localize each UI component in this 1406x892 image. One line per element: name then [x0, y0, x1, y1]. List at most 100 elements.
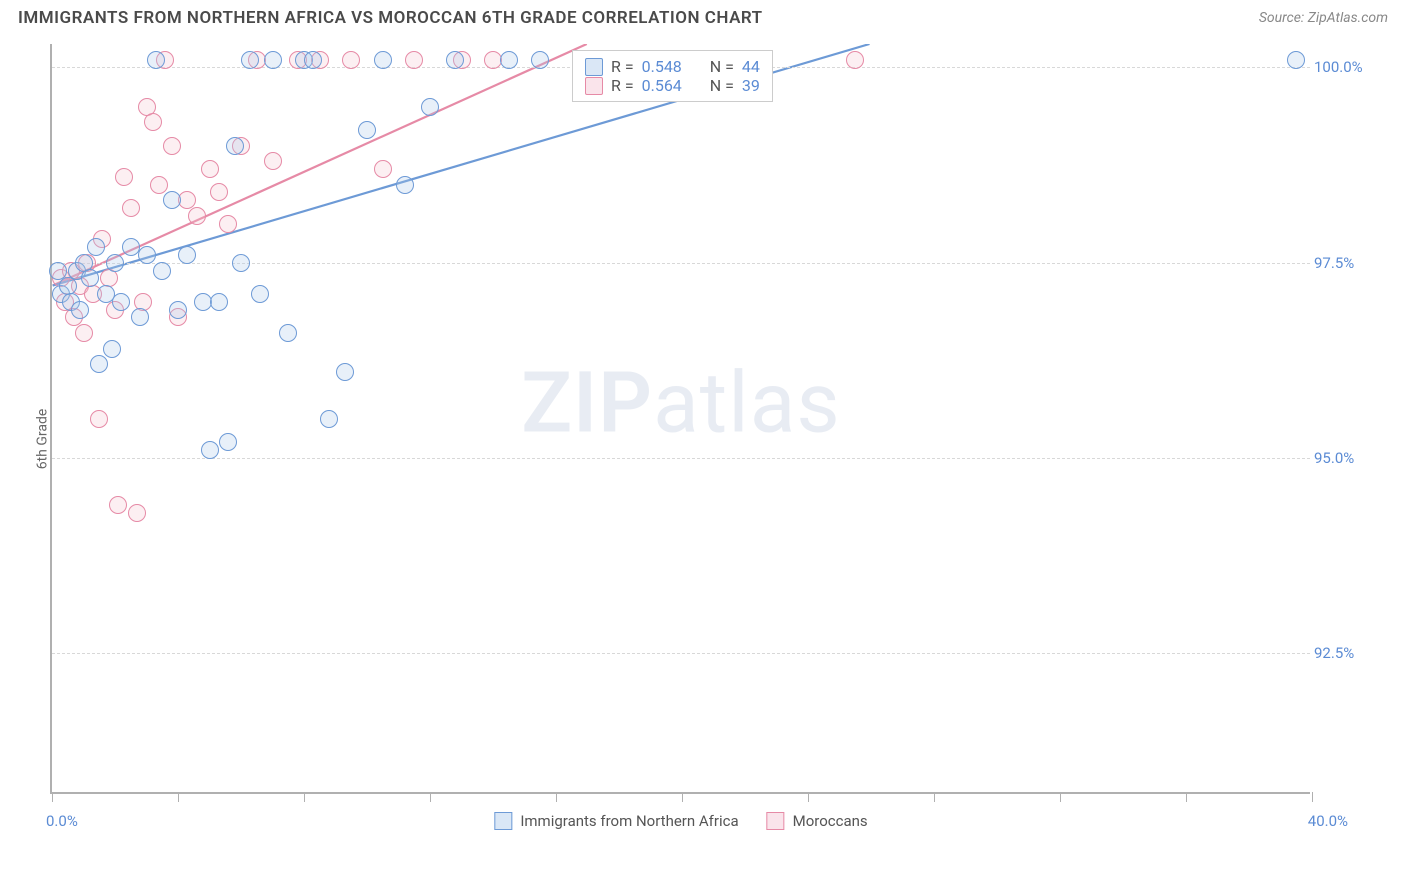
scatter-point [81, 269, 99, 287]
scatter-point [90, 355, 108, 373]
scatter-point [138, 246, 156, 264]
x-tick [808, 792, 809, 802]
scatter-point [115, 168, 133, 186]
y-axis-title: 6th Grade [34, 409, 50, 470]
watermark-bold: ZIP [521, 354, 653, 453]
scatter-point [396, 176, 414, 194]
watermark: ZIPatlas [521, 354, 841, 453]
scatter-point [336, 363, 354, 381]
scatter-point [210, 293, 228, 311]
legend-r-prefix: R = [611, 76, 634, 95]
scatter-point [150, 176, 168, 194]
x-tick [430, 792, 431, 802]
spacer [690, 76, 702, 95]
legend-swatch [494, 812, 512, 830]
x-tick [1312, 792, 1313, 802]
scatter-point [846, 51, 864, 69]
scatter-point [87, 238, 105, 256]
bottom-legend-item: Immigrants from Northern Africa [494, 812, 738, 830]
x-tick [1060, 792, 1061, 802]
scatter-point [405, 51, 423, 69]
scatter-point [374, 160, 392, 178]
scatter-point [169, 301, 187, 319]
scatter-point [128, 504, 146, 522]
trend-lines [52, 44, 1310, 792]
scatter-point [1287, 51, 1305, 69]
legend-r-value: 0.564 [642, 76, 682, 95]
scatter-point [219, 215, 237, 233]
x-tick [556, 792, 557, 802]
scatter-point [144, 113, 162, 131]
scatter-point [163, 191, 181, 209]
scatter-point [358, 121, 376, 139]
gridline-h [52, 653, 1310, 654]
scatter-point [131, 308, 149, 326]
legend-swatch [585, 77, 603, 95]
legend-n-value: 44 [742, 57, 760, 76]
scatter-point [201, 160, 219, 178]
spacer [690, 57, 702, 76]
scatter-point [188, 207, 206, 225]
scatter-point [226, 137, 244, 155]
legend-n-value: 39 [742, 76, 760, 95]
x-tick [178, 792, 179, 802]
x-tick [1186, 792, 1187, 802]
x-axis-max-label: 40.0% [1308, 812, 1348, 830]
scatter-point [75, 324, 93, 342]
y-tick-label: 95.0% [1314, 449, 1382, 467]
scatter-point [106, 254, 124, 272]
y-tick-label: 100.0% [1314, 58, 1382, 76]
scatter-point [264, 152, 282, 170]
chart-title: IMMIGRANTS FROM NORTHERN AFRICA VS MOROC… [18, 8, 763, 28]
x-tick [934, 792, 935, 802]
legend-n-prefix: N = [710, 57, 734, 76]
legend-r-prefix: R = [611, 57, 634, 76]
watermark-rest: atlas [653, 354, 841, 453]
scatter-point [163, 137, 181, 155]
x-tick [304, 792, 305, 802]
scatter-point [201, 441, 219, 459]
gridline-h [52, 458, 1310, 459]
scatter-point [112, 293, 130, 311]
chart-container: 6th Grade ZIPatlas 0.0% 40.0% Immigrants… [50, 44, 1390, 834]
header: IMMIGRANTS FROM NORTHERN AFRICA VS MOROC… [0, 0, 1406, 34]
bottom-legend-item: Moroccans [767, 812, 868, 830]
legend-label: Immigrants from Northern Africa [520, 812, 738, 830]
scatter-point [304, 51, 322, 69]
scatter-point [71, 301, 89, 319]
scatter-point [219, 433, 237, 451]
source-attribution: Source: ZipAtlas.com [1259, 10, 1388, 26]
scatter-point [232, 254, 250, 272]
scatter-point [531, 51, 549, 69]
legend-swatch [767, 812, 785, 830]
scatter-point [279, 324, 297, 342]
y-tick-label: 92.5% [1314, 644, 1382, 662]
x-tick [52, 792, 53, 802]
scatter-point [122, 199, 140, 217]
scatter-point [251, 285, 269, 303]
scatter-point [90, 410, 108, 428]
scatter-point [241, 51, 259, 69]
scatter-point [210, 183, 228, 201]
scatter-point [320, 410, 338, 428]
legend-swatch [585, 58, 603, 76]
scatter-point [103, 340, 121, 358]
scatter-point [374, 51, 392, 69]
source-prefix: Source: [1259, 10, 1308, 26]
scatter-point [109, 496, 127, 514]
legend-row: R = 0.548 N = 44 [585, 57, 760, 76]
scatter-point [342, 51, 360, 69]
scatter-point [421, 98, 439, 116]
correlation-legend: R = 0.548 N = 44R = 0.564 N = 39 [572, 50, 773, 102]
bottom-legend: Immigrants from Northern Africa Moroccans [494, 812, 867, 830]
legend-r-value: 0.548 [642, 57, 682, 76]
scatter-point [178, 246, 196, 264]
legend-label: Moroccans [793, 812, 868, 830]
scatter-point [446, 51, 464, 69]
scatter-point [500, 51, 518, 69]
y-tick-label: 97.5% [1314, 254, 1382, 272]
legend-row: R = 0.564 N = 39 [585, 76, 760, 95]
scatter-point [153, 262, 171, 280]
scatter-point [264, 51, 282, 69]
plot-area: ZIPatlas 0.0% 40.0% Immigrants from Nort… [50, 44, 1310, 794]
